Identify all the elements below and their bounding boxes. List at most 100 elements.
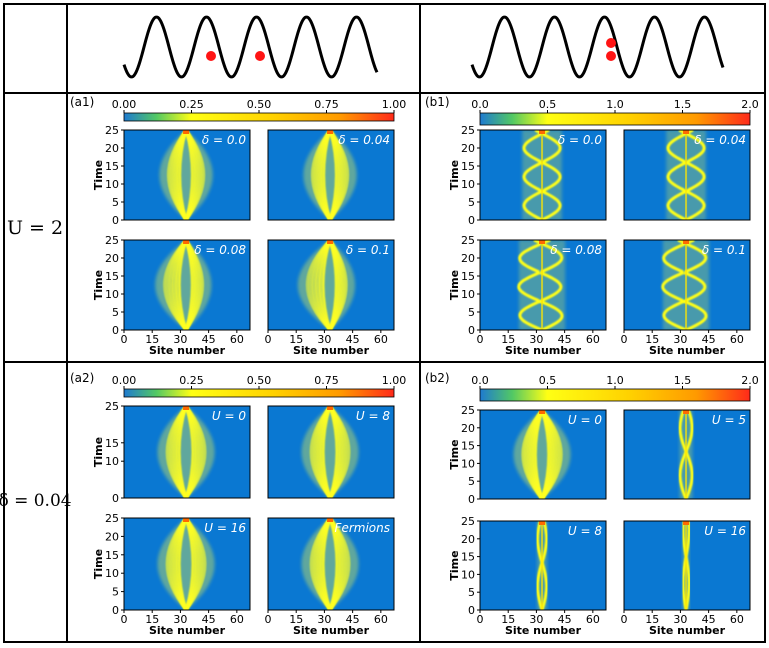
y-axis-label: Time xyxy=(448,160,461,190)
x-tick-label: 0 xyxy=(265,613,272,626)
density-envelope xyxy=(297,240,356,330)
initial-site-marker xyxy=(183,240,190,244)
y-tick-label: 0 xyxy=(112,324,119,337)
x-tick-label: 15 xyxy=(289,613,303,626)
subplot-b2-2: U = 5 xyxy=(623,409,751,500)
y-axis-label: Time xyxy=(92,160,105,190)
subplot-frame xyxy=(623,520,751,611)
density-ray xyxy=(522,130,545,220)
subplot-a2-1: U = 0 0 10 15 25 Time xyxy=(92,400,251,505)
heatmap-density xyxy=(661,240,710,330)
y-tick-label: 5 xyxy=(468,475,475,488)
x-tick-label: 0 xyxy=(121,333,128,346)
colorbar-tick-label: 1.0 xyxy=(606,98,624,111)
y-tick-label: 20 xyxy=(461,533,475,546)
subplot-label: U = 16 xyxy=(704,524,746,538)
density-ray xyxy=(684,410,694,499)
x-tick-label: 45 xyxy=(202,613,216,626)
x-tick-label: 30 xyxy=(673,333,687,346)
y-tick-label: 20 xyxy=(105,142,119,155)
subplot-a1-2: δ = 0.04 xyxy=(267,129,395,221)
y-tick-label: 0 xyxy=(468,214,475,227)
y-tick-label: 25 xyxy=(461,124,475,137)
lattice-potential-right xyxy=(470,15,725,79)
heatmap-density xyxy=(517,240,566,330)
y-tick-label: 25 xyxy=(105,512,119,525)
density-envelope xyxy=(513,410,571,499)
colorbar-tick-label: 0.5 xyxy=(539,374,557,387)
colorbar-tick-label: 1.5 xyxy=(674,98,692,111)
y-axis-label: Time xyxy=(448,550,461,580)
x-tick-label: 0 xyxy=(121,613,128,626)
y-tick-label: 15 xyxy=(105,437,119,450)
subplot-label: U = 0 xyxy=(568,413,602,427)
particle-marker xyxy=(606,38,616,48)
y-tick-label: 5 xyxy=(468,586,475,599)
x-tick-label: 30 xyxy=(529,613,543,626)
subplot-label: δ = 0.1 xyxy=(346,243,390,257)
colorbar-tick-label: 1.00 xyxy=(382,98,407,111)
subplot-b2-1: U = 0 0 5 10 15 20 25 Time xyxy=(448,404,607,506)
subplot-frame xyxy=(267,129,395,221)
density-envelope xyxy=(155,240,212,330)
subplot-frame xyxy=(123,239,251,331)
heatmap-density xyxy=(535,521,549,610)
y-tick-label: 10 xyxy=(461,178,475,191)
subplot-a1-4: δ = 0.1 0 15 30 45 60 Site number xyxy=(265,239,395,357)
heatmap-density xyxy=(157,406,215,498)
heatmap-density xyxy=(301,518,359,610)
y-tick-label: 10 xyxy=(105,288,119,301)
table-grid xyxy=(3,3,766,643)
colorbar-tick-label: 0.75 xyxy=(314,98,339,111)
y-tick-label: 10 xyxy=(105,178,119,191)
colorbar-tick-label: 0.00 xyxy=(112,374,137,387)
subplot-label: δ = 0.0 xyxy=(558,133,602,147)
heatmap-density xyxy=(157,518,215,610)
x-tick-label: 15 xyxy=(501,613,515,626)
y-tick-label: 0 xyxy=(112,214,119,227)
density-envelope xyxy=(159,130,213,220)
subplot-label: Fermions xyxy=(335,521,390,535)
subplot-a2-4: Fermions 0 15 30 45 60 Site number xyxy=(265,517,395,637)
y-axis-label: Time xyxy=(92,549,105,579)
density-envelope xyxy=(157,518,215,610)
heatmap-density xyxy=(303,130,357,220)
subplot-label: U = 8 xyxy=(356,409,390,423)
y-axis-label: Time xyxy=(448,439,461,469)
initial-site-marker xyxy=(183,406,190,410)
y-tick-label: 10 xyxy=(461,568,475,581)
density-ray xyxy=(537,240,564,330)
y-tick-label: 25 xyxy=(105,234,119,247)
colorbar-tick-label: 0.25 xyxy=(179,374,204,387)
x-axis-label: Site number xyxy=(149,624,226,637)
particle-marker xyxy=(606,51,616,61)
colorbar xyxy=(123,388,395,398)
subplot-a1-1: δ = 0.0 0 5 10 15 20 25 Time xyxy=(92,124,251,227)
y-tick-label: 10 xyxy=(461,457,475,470)
initial-site-marker xyxy=(539,240,546,244)
x-axis-label: Site number xyxy=(649,624,726,637)
x-tick-label: 30 xyxy=(317,613,331,626)
panel-b2: (b2) 0.0 0.5 1.0 1.5 2.0U = 00510152025TimeU … xyxy=(425,371,759,637)
y-tick-label: 5 xyxy=(112,586,119,599)
initial-site-marker xyxy=(683,410,690,414)
y-tick-label: 20 xyxy=(105,530,119,543)
x-tick-label: 60 xyxy=(586,333,600,346)
heatmap-density xyxy=(522,130,562,220)
subplot-frame xyxy=(267,517,395,611)
colorbar xyxy=(479,388,751,402)
y-tick-label: 10 xyxy=(461,288,475,301)
y-tick-label: 5 xyxy=(468,196,475,209)
subplot-label: δ = 0.0 xyxy=(202,133,246,147)
y-tick-label: 5 xyxy=(468,306,475,319)
y-tick-label: 15 xyxy=(105,549,119,562)
x-axis-label: Site number xyxy=(149,344,226,357)
x-tick-label: 45 xyxy=(558,333,572,346)
y-tick-label: 5 xyxy=(112,306,119,319)
initial-site-marker xyxy=(327,130,334,134)
heatmap-density xyxy=(155,240,212,330)
subplot-label: δ = 0.1 xyxy=(702,243,746,257)
y-tick-label: 20 xyxy=(461,142,475,155)
panels: (a1) 0.00 0.25 0.50 0.75 1.00δ = 0.0051015202… xyxy=(70,95,759,637)
